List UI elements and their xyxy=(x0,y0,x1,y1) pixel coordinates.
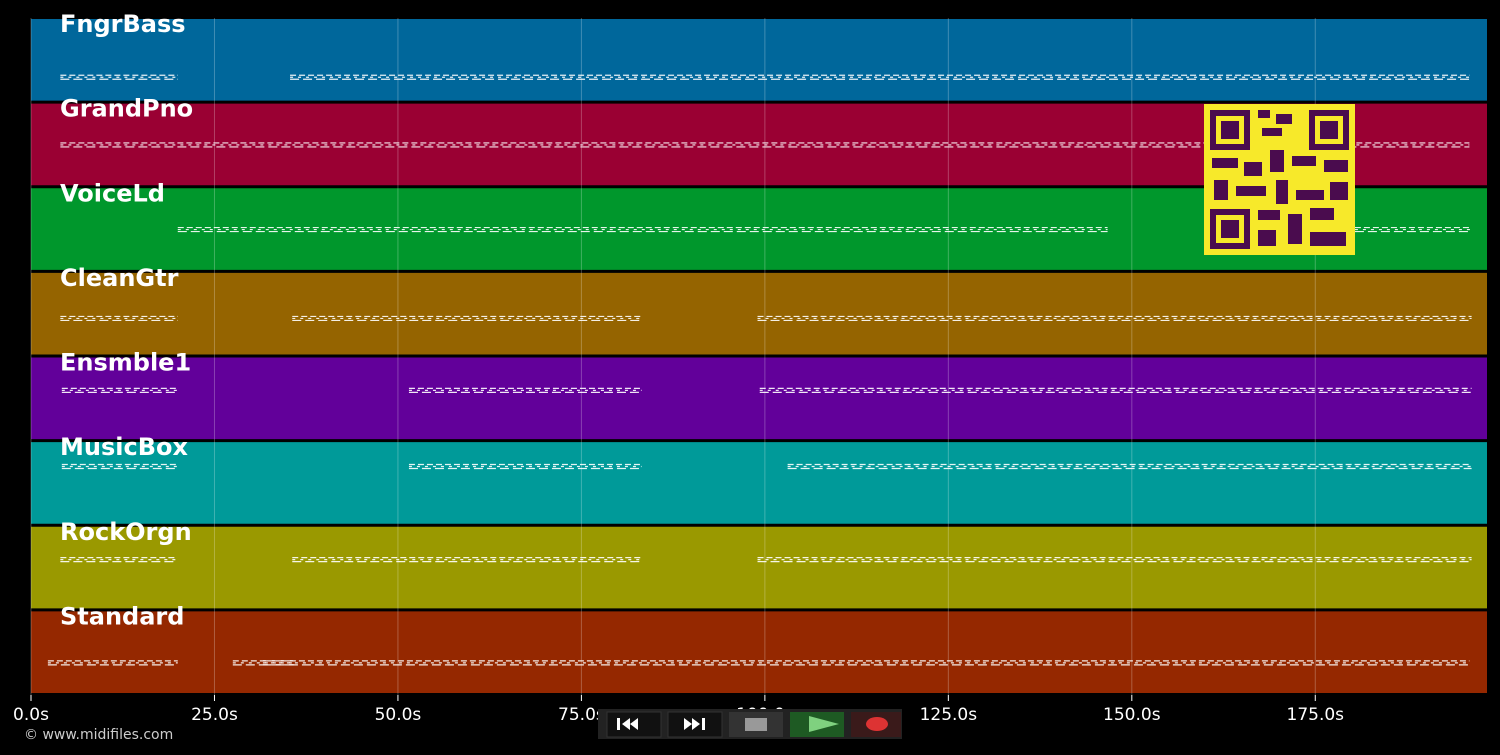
note-span xyxy=(408,463,642,470)
note-span xyxy=(757,315,1472,322)
track-name: VoiceLd xyxy=(60,179,165,207)
note-span xyxy=(787,463,1472,470)
track-name: RockOrgn xyxy=(60,518,192,546)
note-span xyxy=(1354,226,1472,233)
fast-forward-button[interactable] xyxy=(667,711,723,738)
copyright: © www.midifiles.com xyxy=(24,727,173,743)
note-span xyxy=(61,463,178,470)
qr-code xyxy=(1204,104,1355,255)
track-name: MusicBox xyxy=(60,433,188,461)
x-tick-label: 125.0s xyxy=(920,705,978,725)
note-span xyxy=(759,387,1472,393)
track-lane xyxy=(31,272,1487,355)
note-span xyxy=(290,74,1470,80)
track-name: CleanGtr xyxy=(60,264,179,292)
track-lane xyxy=(31,442,1487,524)
note-span xyxy=(757,556,1472,563)
transport-controls xyxy=(598,709,902,739)
track-name: Standard xyxy=(60,602,184,630)
note-span xyxy=(61,387,178,393)
track-lane xyxy=(31,357,1487,440)
note-span xyxy=(60,74,178,80)
grid xyxy=(30,18,1316,701)
track-lane xyxy=(31,526,1487,609)
play-button[interactable] xyxy=(790,712,844,737)
track-name: FngrBass xyxy=(60,10,186,38)
note-span xyxy=(177,226,1108,233)
track-name: Ensmble1 xyxy=(60,349,191,377)
note-span xyxy=(292,556,642,563)
note-span xyxy=(292,315,642,322)
x-tick-label: 50.0s xyxy=(375,705,422,725)
labels: FngrBass GrandPno VoiceLd CleanGtr Ensmble1 M… xyxy=(13,10,1344,725)
record-button[interactable] xyxy=(851,712,901,737)
x-tick-label: 25.0s xyxy=(191,705,238,725)
stop-button[interactable] xyxy=(729,712,783,737)
note-span xyxy=(408,387,642,393)
x-tick-label: 0.0s xyxy=(13,705,49,725)
note-span xyxy=(47,660,178,666)
x-tick-label: 175.0s xyxy=(1287,705,1345,725)
note-span xyxy=(60,556,177,563)
rewind-button[interactable] xyxy=(606,711,662,738)
note-span xyxy=(60,315,178,322)
track-lane xyxy=(31,19,1487,101)
note-span xyxy=(262,660,1470,666)
track-lane xyxy=(31,611,1487,693)
x-tick-label: 75.0s xyxy=(558,705,605,725)
x-tick-label: 150.0s xyxy=(1103,705,1161,725)
track-name: GrandPno xyxy=(60,95,193,123)
